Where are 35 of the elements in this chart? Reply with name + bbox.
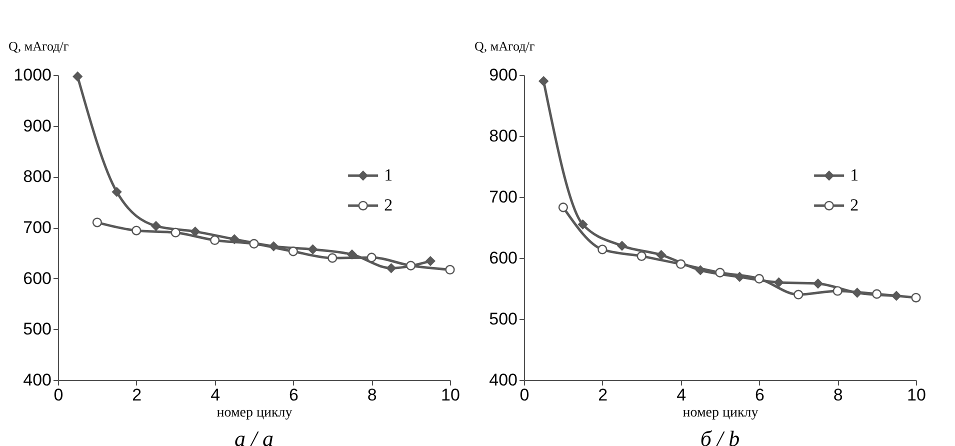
y-tick-label: 900 xyxy=(489,66,518,84)
text: а / a xyxy=(234,426,274,446)
text: б / b xyxy=(700,426,740,446)
y-tick-label: 400 xyxy=(489,370,518,390)
x-tick-label: 2 xyxy=(598,386,608,404)
y-tick-label: 800 xyxy=(23,167,52,186)
x-tick-label: 6 xyxy=(288,386,298,404)
y-axis-title: Q, мАгод/г xyxy=(474,38,535,54)
x-tick-label: 0 xyxy=(54,386,64,404)
y-tick-label: 700 xyxy=(23,218,52,237)
x-tick-label: 8 xyxy=(367,386,377,404)
x-tick-label: 0 xyxy=(520,386,530,404)
x-tick-label: 10 xyxy=(441,386,460,404)
y-tick-label: 700 xyxy=(489,188,518,206)
y-tick-label: 600 xyxy=(23,268,52,288)
x-tick-label: 10 xyxy=(907,386,926,404)
x-tick-label: 4 xyxy=(210,386,220,404)
legend-label: 2 xyxy=(850,196,859,215)
legend-label: 2 xyxy=(384,196,393,215)
x-tick-label: 6 xyxy=(754,386,764,404)
y-tick-label: 500 xyxy=(23,320,52,339)
y-tick-label: 1000 xyxy=(14,66,52,84)
x-axis-title: номер циклу xyxy=(682,406,758,420)
x-tick-label: 2 xyxy=(132,386,142,404)
y-tick-label: 800 xyxy=(489,126,518,146)
x-axis-title: номер циклу xyxy=(216,406,292,420)
x-tick-label: 4 xyxy=(676,386,686,404)
legend-label: 1 xyxy=(384,166,393,185)
y-tick-label: 500 xyxy=(489,310,518,328)
x-tick-label: 8 xyxy=(833,386,843,404)
y-tick-label: 400 xyxy=(23,370,52,390)
legend-label: 1 xyxy=(850,166,859,185)
y-tick-label: 600 xyxy=(489,248,518,268)
y-axis-title: Q, мАгод/г xyxy=(8,38,69,54)
y-tick-label: 900 xyxy=(23,116,52,136)
